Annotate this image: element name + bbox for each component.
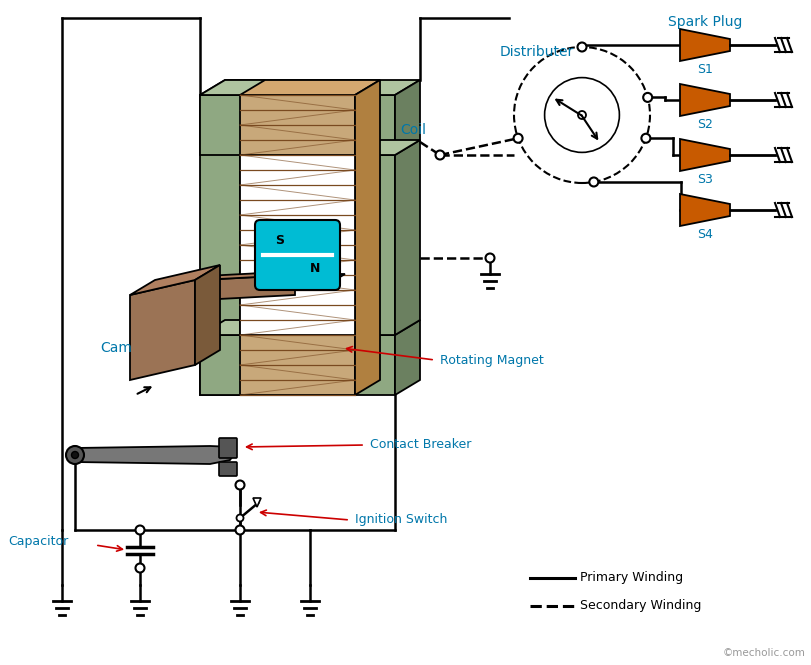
Polygon shape: [130, 265, 220, 295]
Polygon shape: [240, 95, 354, 395]
Circle shape: [135, 525, 144, 535]
Polygon shape: [679, 139, 729, 171]
Polygon shape: [200, 95, 240, 395]
Polygon shape: [354, 155, 394, 335]
Text: ©mecholic.com: ©mecholic.com: [723, 648, 805, 658]
Text: S2: S2: [696, 118, 712, 130]
Polygon shape: [240, 155, 354, 335]
Polygon shape: [200, 80, 264, 95]
Polygon shape: [200, 80, 419, 95]
Text: S4: S4: [696, 227, 712, 241]
FancyBboxPatch shape: [219, 438, 237, 458]
Text: Distributer: Distributer: [500, 45, 573, 59]
Text: Spark Plug: Spark Plug: [667, 15, 741, 29]
Polygon shape: [260, 274, 345, 280]
FancyBboxPatch shape: [219, 462, 237, 476]
Circle shape: [589, 178, 598, 186]
Circle shape: [235, 481, 244, 489]
Circle shape: [66, 446, 84, 464]
Polygon shape: [240, 80, 380, 95]
FancyBboxPatch shape: [255, 220, 340, 290]
Polygon shape: [200, 335, 394, 395]
Text: Rotating Magnet: Rotating Magnet: [440, 354, 543, 366]
Circle shape: [577, 111, 586, 119]
Text: mecholic.com: mecholic.com: [212, 293, 377, 317]
Text: Cam: Cam: [100, 341, 131, 355]
Polygon shape: [200, 95, 394, 155]
Polygon shape: [394, 80, 419, 155]
Polygon shape: [679, 29, 729, 61]
Circle shape: [71, 452, 79, 458]
Text: Primary Winding: Primary Winding: [579, 571, 682, 585]
Circle shape: [513, 134, 522, 143]
Polygon shape: [679, 84, 729, 116]
Text: S: S: [275, 233, 284, 247]
Polygon shape: [240, 80, 264, 395]
Text: Capacitor: Capacitor: [8, 535, 68, 549]
Text: S3: S3: [696, 172, 712, 186]
Polygon shape: [130, 280, 195, 380]
Polygon shape: [200, 320, 419, 335]
Polygon shape: [253, 498, 260, 507]
Polygon shape: [200, 271, 299, 280]
Text: Ignition Switch: Ignition Switch: [354, 513, 447, 527]
Polygon shape: [75, 446, 234, 464]
Polygon shape: [200, 275, 294, 300]
Circle shape: [135, 563, 144, 573]
Circle shape: [236, 515, 243, 521]
Polygon shape: [195, 265, 220, 365]
Text: Coil: Coil: [400, 123, 426, 137]
Polygon shape: [354, 80, 380, 395]
Polygon shape: [679, 194, 729, 226]
Text: Secondary Winding: Secondary Winding: [579, 600, 701, 612]
Polygon shape: [394, 140, 419, 335]
Circle shape: [435, 150, 444, 160]
Circle shape: [485, 253, 494, 263]
Circle shape: [235, 525, 244, 535]
Text: Contact Breaker: Contact Breaker: [370, 438, 471, 452]
Polygon shape: [394, 320, 419, 395]
Circle shape: [577, 43, 586, 51]
Circle shape: [641, 134, 650, 143]
Circle shape: [642, 93, 651, 102]
Text: N: N: [310, 261, 320, 275]
Polygon shape: [354, 140, 419, 155]
Text: S1: S1: [696, 63, 712, 76]
